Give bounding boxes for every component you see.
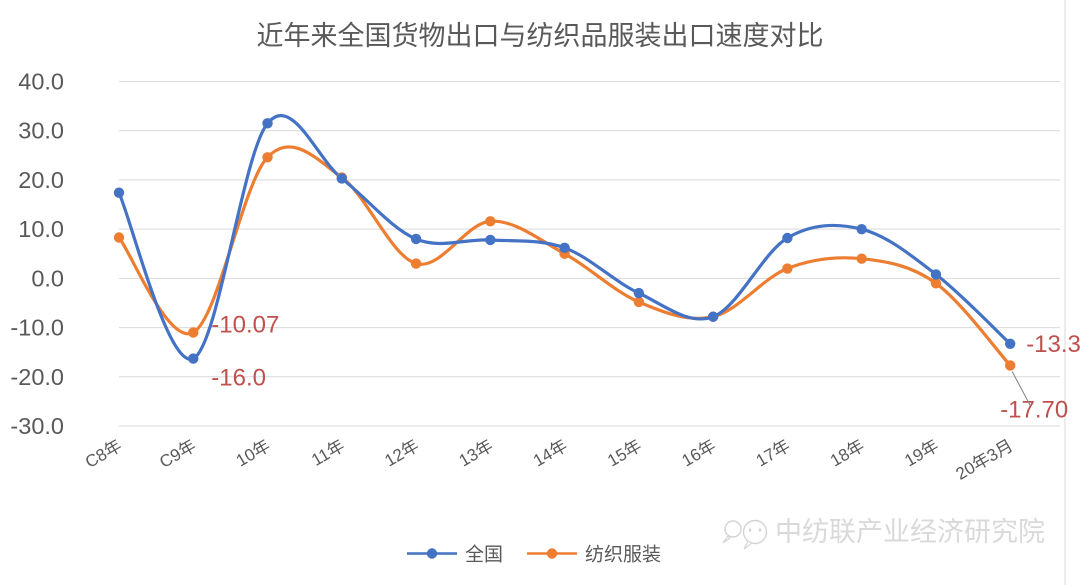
svg-text:19年: 19年 [901,436,942,470]
svg-text:18年: 18年 [827,436,868,470]
svg-text:20.0: 20.0 [18,167,64,193]
svg-text:15年: 15年 [604,436,645,470]
svg-text:-20.0: -20.0 [10,364,64,390]
svg-text:14年: 14年 [530,436,571,470]
svg-text:-10.0: -10.0 [10,315,64,341]
svg-text:中纺联产业经济研究院: 中纺联产业经济研究院 [775,517,1045,547]
svg-text:-16.0: -16.0 [211,365,266,392]
svg-text:17年: 17年 [753,436,794,470]
svg-text:16年: 16年 [679,436,720,470]
svg-text:全国: 全国 [465,544,503,566]
svg-text:30.0: 30.0 [18,118,64,144]
svg-text:0.0: 0.0 [31,265,64,291]
svg-text:-10.07: -10.07 [211,312,279,339]
svg-text:10年: 10年 [233,436,274,470]
svg-text:C9年: C9年 [156,436,199,472]
svg-text:-13.3: -13.3 [1026,331,1080,358]
svg-text:13年: 13年 [456,436,497,470]
svg-text:20年3月: 20年3月 [953,436,1017,484]
svg-text:-17.70: -17.70 [1000,396,1068,423]
svg-text:C8年: C8年 [82,436,125,472]
svg-text:纺织服装: 纺织服装 [585,544,661,566]
svg-text:10.0: 10.0 [18,216,64,242]
svg-text:11年: 11年 [308,436,348,470]
svg-text:40.0: 40.0 [18,69,64,95]
svg-text:12年: 12年 [381,436,422,470]
svg-text:-30.0: -30.0 [10,413,64,439]
